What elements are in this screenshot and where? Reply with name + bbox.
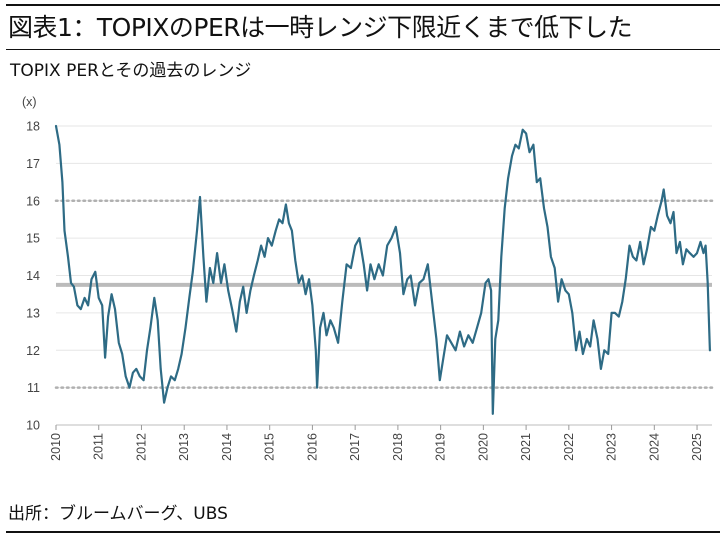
y-tick-label: 17 [26, 157, 40, 171]
x-tick-label: 2021 [519, 433, 533, 461]
x-tick-label: 2015 [263, 433, 277, 461]
y-tick-label: 18 [26, 120, 40, 134]
x-tick-label: 2014 [220, 433, 234, 461]
bottom-rule [6, 531, 720, 533]
chart-title: TOPIX PERとその過去のレンジ [10, 61, 252, 81]
y-axis-unit-label: (x) [22, 95, 37, 109]
figure-title: 図表1：TOPIXのPERは一時レンジ下限近くまで低下した [8, 13, 633, 42]
top-rule [6, 4, 720, 6]
y-tick-label: 13 [26, 306, 40, 320]
x-tick-label: 2022 [562, 433, 576, 461]
y-tick-label: 12 [26, 344, 40, 358]
per-chart: 10 11 12 13 14 15 16 17 18 (x) 2010 2011 2012 2013 201… [22, 95, 714, 461]
y-tick-label: 14 [26, 269, 40, 283]
x-tick-label: 2020 [476, 433, 490, 461]
x-tick-label: 2013 [177, 433, 191, 461]
per-series-line [54, 124, 711, 415]
x-tick-label: 2018 [391, 433, 405, 461]
x-tick-label: 2025 [690, 433, 704, 461]
x-tick-label: 2011 [92, 433, 106, 460]
title-divider [6, 49, 720, 50]
x-tick-label: 2024 [647, 433, 661, 461]
y-tick-label: 15 [26, 232, 40, 246]
x-tick-label: 2019 [434, 433, 448, 461]
x-tick-label: 2016 [305, 433, 319, 461]
x-tick-label: 2010 [49, 433, 63, 461]
y-tick-label: 11 [27, 381, 40, 395]
x-tick-label: 2023 [605, 433, 619, 461]
y-tick-label: 10 [26, 419, 40, 433]
x-tick-label: 2017 [348, 433, 362, 461]
x-tick-label: 2012 [134, 433, 148, 461]
source-note: 出所：ブルームバーグ、UBS [8, 504, 228, 524]
y-tick-label: 16 [26, 194, 40, 208]
